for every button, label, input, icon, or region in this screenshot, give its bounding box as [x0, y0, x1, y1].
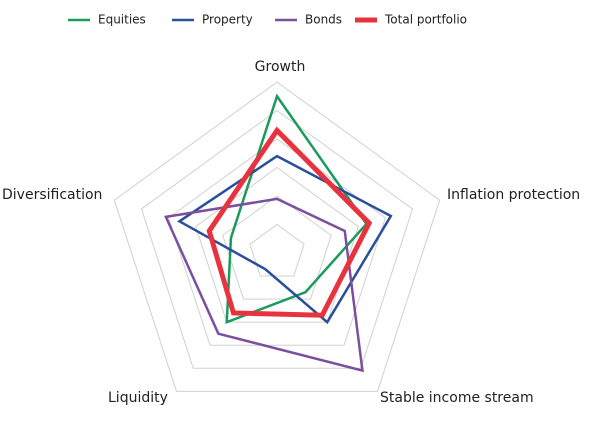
axis-label: Liquidity [108, 390, 168, 406]
legend-label: Property [202, 13, 253, 27]
axis-label: Inflation protection [447, 187, 580, 203]
series-line [164, 197, 364, 373]
legend-label: Bonds [305, 13, 342, 27]
axis-label: Diversification [2, 187, 102, 203]
grid-ring [140, 109, 414, 369]
series-line [177, 154, 393, 325]
series-line [206, 126, 373, 318]
legend-label: Total portfolio [384, 13, 467, 27]
grid-ring [222, 195, 332, 300]
grid-ring [113, 81, 441, 392]
axis-label: Stable income stream [380, 390, 534, 406]
grid-ring [195, 166, 359, 323]
legend-label: Equities [98, 13, 146, 27]
axis-label: Growth [255, 59, 306, 75]
grid-ring [249, 223, 305, 277]
